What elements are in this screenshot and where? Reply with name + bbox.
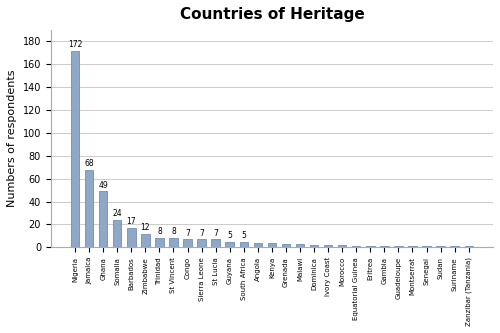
Text: 17: 17 xyxy=(126,217,136,226)
Bar xyxy=(450,246,459,247)
Bar xyxy=(310,245,318,247)
Bar xyxy=(338,245,346,247)
Bar xyxy=(436,246,445,247)
Bar xyxy=(394,246,402,247)
Title: Countries of Heritage: Countries of Heritage xyxy=(180,7,364,22)
Bar xyxy=(226,242,234,247)
Bar xyxy=(254,243,262,247)
Bar xyxy=(408,246,416,247)
Bar xyxy=(212,239,220,247)
Bar xyxy=(113,220,122,247)
Bar xyxy=(282,244,290,247)
Text: 8: 8 xyxy=(157,227,162,236)
Text: 12: 12 xyxy=(140,223,150,232)
Bar xyxy=(380,246,388,247)
Text: 24: 24 xyxy=(112,209,122,218)
Text: 5: 5 xyxy=(228,231,232,240)
Bar xyxy=(169,238,177,247)
Bar xyxy=(464,246,473,247)
Bar xyxy=(85,169,94,247)
Bar xyxy=(268,243,276,247)
Bar xyxy=(324,245,332,247)
Text: 7: 7 xyxy=(199,229,204,238)
Bar xyxy=(366,246,374,247)
Bar xyxy=(155,238,164,247)
Bar xyxy=(422,246,431,247)
Text: 49: 49 xyxy=(98,180,108,189)
Bar xyxy=(184,239,192,247)
Bar xyxy=(127,228,136,247)
Bar xyxy=(296,244,304,247)
Bar xyxy=(240,242,248,247)
Bar xyxy=(141,234,150,247)
Text: 5: 5 xyxy=(242,231,246,240)
Bar xyxy=(99,191,108,247)
Text: 7: 7 xyxy=(185,229,190,238)
Y-axis label: Numbers of respondents: Numbers of respondents xyxy=(7,70,17,207)
Text: 172: 172 xyxy=(68,40,82,49)
Text: 68: 68 xyxy=(84,159,94,168)
Text: 8: 8 xyxy=(171,227,176,236)
Bar xyxy=(71,51,80,247)
Bar xyxy=(198,239,206,247)
Bar xyxy=(352,246,360,247)
Text: 7: 7 xyxy=(213,229,218,238)
